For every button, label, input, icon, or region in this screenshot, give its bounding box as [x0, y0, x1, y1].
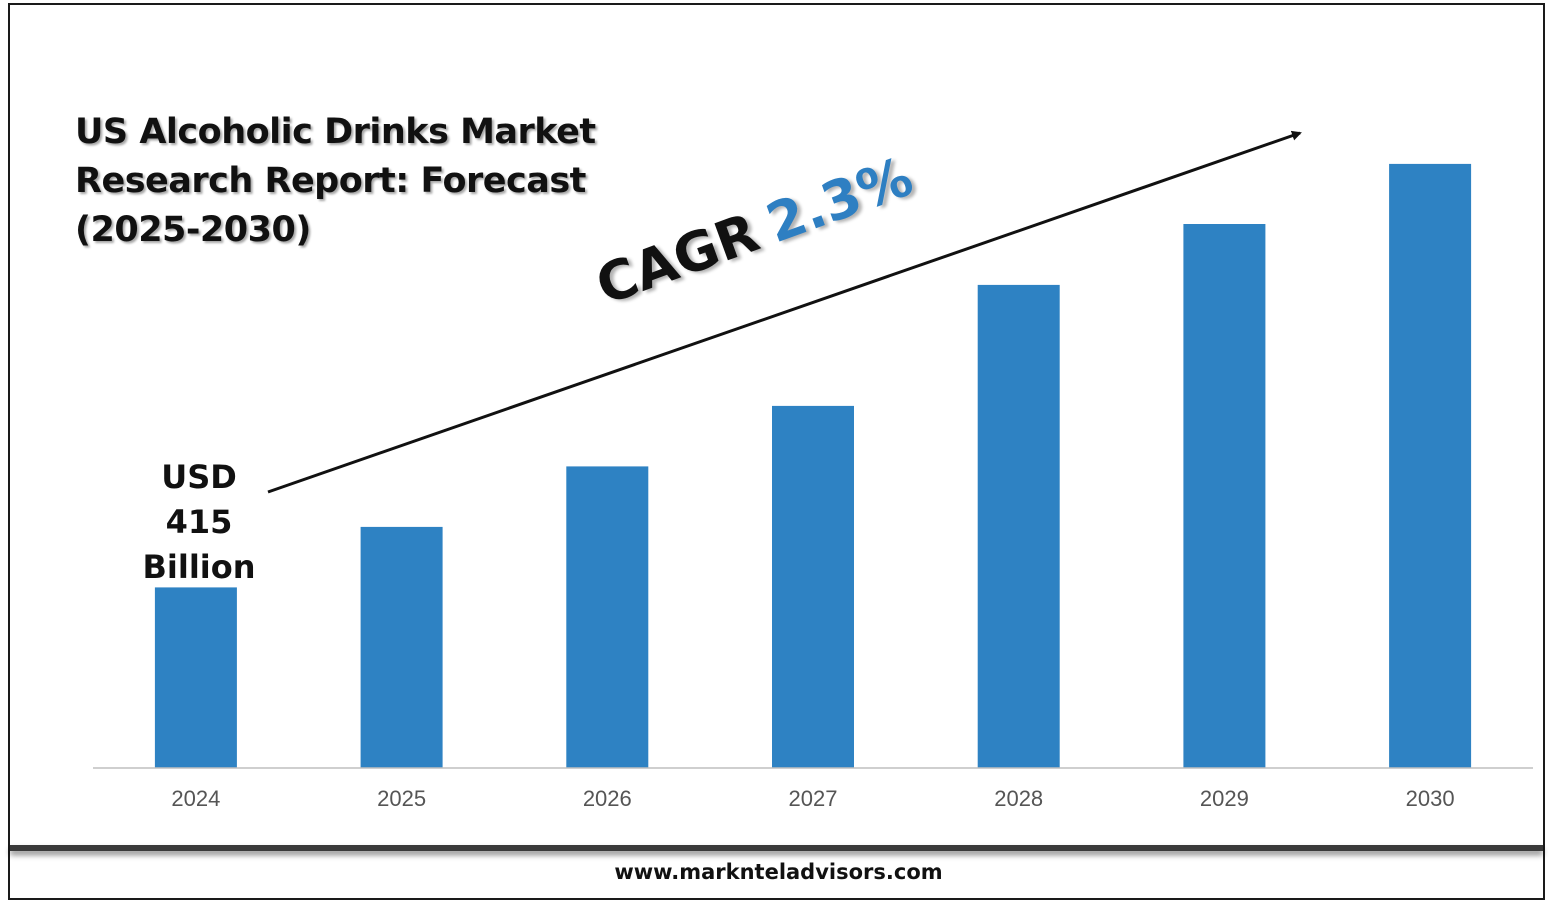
bar-2027	[772, 405, 854, 768]
chart-title: US Alcoholic Drinks Market Research Repo…	[75, 108, 635, 255]
footer-url[interactable]: www.marknteladvisors.com	[614, 860, 943, 884]
bars	[154, 163, 1472, 768]
x-tick-label-2028: 2028	[994, 786, 1043, 811]
x-tick-label-2027: 2027	[789, 786, 838, 811]
start-value-number: 415	[165, 503, 233, 541]
bar-2028	[977, 284, 1060, 768]
chart-title-line-3: (2025-2030)	[75, 210, 311, 250]
bar-2030	[1389, 163, 1472, 768]
x-tick-label-2029: 2029	[1200, 786, 1249, 811]
x-tick-label-2026: 2026	[583, 786, 632, 811]
start-value-currency: USD	[161, 458, 237, 496]
bar-2025	[360, 526, 443, 768]
chart-title-line-1: US Alcoholic Drinks Market	[75, 112, 596, 152]
bar-2026	[566, 466, 649, 768]
x-tick-label-2024: 2024	[171, 786, 220, 811]
growth-arrow	[267, 130, 1302, 494]
chart-title-line-2: Research Report: Forecast	[75, 161, 586, 201]
bar-2024	[154, 587, 237, 768]
chart-frame	[8, 3, 1545, 900]
x-tick-label-2025: 2025	[377, 786, 426, 811]
start-value-annotation: USD 415 Billion	[118, 455, 280, 590]
start-value-unit: Billion	[142, 548, 256, 586]
bar-2029	[1183, 224, 1266, 768]
x-tick-labels: 2024 2025 2026 2027 2028 2029 2030	[171, 786, 1454, 811]
x-tick-label-2030: 2030	[1406, 786, 1455, 811]
footer-divider	[10, 845, 1543, 851]
